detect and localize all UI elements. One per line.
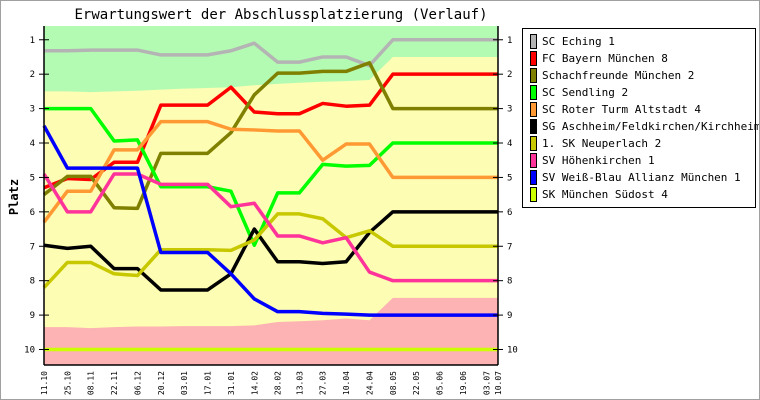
top-zone-band: [44, 26, 498, 93]
legend-label: Schachfreunde München 2: [542, 69, 695, 82]
legend-item: FC Bayern München 8: [530, 50, 755, 67]
legend-label: SC Sendling 2: [542, 86, 629, 99]
y-tick-label-right: 4: [507, 139, 512, 149]
y-tick-label-right: 1: [507, 36, 512, 46]
series-line-7: [42, 212, 498, 289]
legend-label: FC Bayern München 8: [542, 52, 668, 65]
y-tick-label-left: 3: [30, 105, 35, 115]
legend-label: SC Roter Turm Altstadt 4: [542, 103, 701, 116]
legend-swatch: [530, 187, 537, 202]
y-tick-label-left: 5: [30, 173, 35, 183]
x-tick-label: 20.12: [157, 371, 166, 395]
x-tick-label: 22.05: [412, 371, 421, 395]
legend-item: SK München Südost 4: [530, 186, 755, 203]
x-tick-label: 17.01: [204, 371, 213, 395]
series-line-8: [42, 172, 498, 283]
legend-swatch: [530, 136, 537, 151]
legend-label: 1. SK Neuperlach 2: [542, 137, 662, 150]
legend-label: SV Höhenkirchen 1: [542, 154, 655, 167]
series-line-3: [42, 61, 498, 211]
legend-item: SC Eching 1: [530, 33, 755, 50]
series-line-4: [44, 106, 498, 247]
legend-label: SV Weiß-Blau Allianz München 1: [542, 171, 741, 184]
y-tick-label-right: 10: [507, 346, 518, 356]
y-tick-label-left: 1: [30, 36, 35, 46]
legend-label: SC Eching 1: [542, 35, 615, 48]
x-tick-label: 24.04: [365, 371, 374, 395]
y-tick-label-left: 7: [30, 242, 35, 252]
x-tick-label: 11.10: [40, 371, 49, 395]
series-line-6: [43, 210, 498, 292]
legend-item: Schachfreunde München 2: [530, 67, 755, 84]
legend-swatch: [530, 119, 537, 134]
x-tick-label: 10.04: [342, 371, 351, 395]
legend-swatch: [530, 170, 537, 185]
legend-label: SG Aschheim/Feldkirchen/Kirchheim 2: [542, 120, 760, 133]
legend-swatch: [530, 34, 537, 49]
y-tick-label-left: 8: [30, 277, 35, 287]
x-tick-label: 22.11: [110, 371, 119, 395]
x-tick-label: 14.02: [250, 371, 259, 395]
legend-item: SC Sendling 2: [530, 84, 755, 101]
series-line-2: [43, 72, 498, 190]
x-tick-label: 06.12: [133, 371, 142, 395]
legend-swatch: [530, 68, 537, 83]
y-tick-label-right: 5: [507, 173, 512, 183]
legend-item: SC Roter Turm Altstadt 4: [530, 101, 755, 118]
series-line-5: [42, 119, 498, 224]
x-tick-label: 28.02: [274, 371, 283, 395]
legend-item: SG Aschheim/Feldkirchen/Kirchheim 2: [530, 118, 759, 135]
y-tick-label-right: 3: [507, 105, 512, 115]
x-tick-label: 08.05: [389, 371, 398, 395]
y-tick-label-left: 9: [30, 311, 35, 321]
y-tick-label-right: 9: [507, 311, 512, 321]
y-tick-label-right: 8: [507, 277, 512, 287]
x-tick-label: 08.11: [87, 371, 96, 395]
x-tick-label: 25.10: [63, 371, 72, 395]
x-tick-label: 05.06: [436, 371, 445, 395]
legend-swatch: [530, 85, 537, 100]
y-tick-label-left: 4: [30, 139, 35, 149]
legend: SC Eching 1 FC Bayern München 8 Schachfreu…: [522, 28, 759, 208]
y-tick-label-left: 6: [30, 208, 35, 218]
y-tick-label-right: 6: [507, 208, 512, 218]
legend-swatch: [530, 51, 537, 66]
y-tick-label-right: 7: [507, 242, 512, 252]
x-tick-label: 31.01: [227, 371, 236, 395]
y-axis-label: Platz: [7, 179, 21, 215]
x-tick-label: 03.01: [180, 371, 189, 395]
y-tick-label-left: 2: [30, 70, 35, 80]
x-tick-label: 03.07: [482, 371, 491, 395]
y-tick-label-left: 10: [24, 346, 35, 356]
legend-item: 1. SK Neuperlach 2: [530, 135, 755, 152]
x-tick-label: 13.03: [295, 371, 304, 395]
series-line-1: [44, 38, 498, 68]
x-tick-label: 10.07: [494, 371, 503, 395]
legend-swatch: [530, 153, 537, 168]
legend-item: SV Höhenkirchen 1: [530, 152, 755, 169]
series-line-9: [42, 124, 498, 317]
y-tick-label-right: 2: [507, 70, 512, 80]
legend-label: SK München Südost 4: [542, 188, 668, 201]
legend-item: SV Weiß-Blau Allianz München 1: [530, 169, 755, 186]
x-tick-label: 27.03: [319, 371, 328, 395]
legend-swatch: [530, 102, 537, 117]
chart-title: Erwartungswert der Abschlussplatzierung …: [74, 7, 487, 23]
x-tick-label: 19.06: [459, 371, 468, 395]
